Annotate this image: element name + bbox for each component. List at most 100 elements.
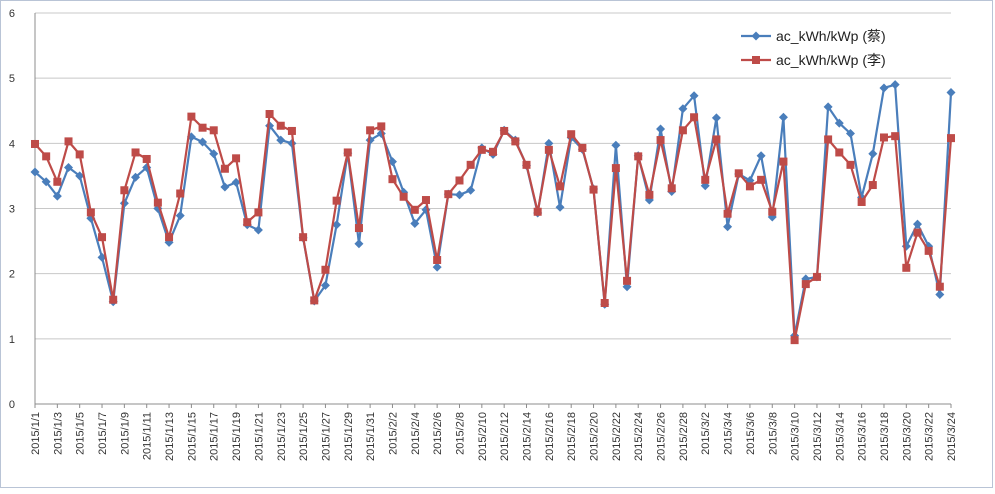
x-tick-label: 2015/1/11 xyxy=(142,412,154,460)
data-point xyxy=(98,233,107,242)
x-tick-label: 2015/1/23 xyxy=(276,412,288,461)
x-tick-label: 2015/2/8 xyxy=(454,412,466,455)
data-point xyxy=(667,184,676,193)
data-point xyxy=(30,167,40,177)
data-point xyxy=(879,133,888,142)
data-point xyxy=(634,152,643,161)
data-point xyxy=(734,169,743,178)
x-tick-label: 2015/1/27 xyxy=(320,412,332,461)
data-point xyxy=(902,263,911,272)
data-point xyxy=(354,239,364,249)
data-point xyxy=(824,135,833,144)
x-tick-label: 2015/1/25 xyxy=(298,412,310,461)
y-tick-label: 4 xyxy=(9,138,15,150)
x-tick-label: 2015/2/26 xyxy=(656,412,668,461)
data-point xyxy=(555,202,565,212)
data-point xyxy=(220,182,230,192)
x-tick-label: 2015/3/18 xyxy=(879,412,891,461)
y-tick-label: 3 xyxy=(9,204,15,216)
data-point xyxy=(645,190,654,199)
data-point xyxy=(53,177,62,186)
data-point xyxy=(42,152,51,161)
x-tick-label: 2015/2/16 xyxy=(544,412,556,461)
data-point xyxy=(321,265,330,274)
data-point xyxy=(567,130,576,139)
data-point xyxy=(834,118,844,128)
data-point xyxy=(299,233,308,242)
data-point xyxy=(845,129,855,139)
data-point xyxy=(846,160,855,169)
data-point xyxy=(388,175,397,184)
data-point xyxy=(757,175,766,184)
data-point xyxy=(466,160,475,169)
x-tick-label: 2015/3/22 xyxy=(924,412,936,461)
y-tick-label: 5 xyxy=(9,73,15,85)
data-point xyxy=(377,122,386,131)
data-point xyxy=(432,262,442,272)
x-tick-label: 2015/2/24 xyxy=(633,412,645,461)
data-point xyxy=(868,149,878,159)
data-point xyxy=(801,280,810,289)
data-point xyxy=(711,113,721,123)
x-tick-label: 2015/3/8 xyxy=(767,412,779,455)
data-point xyxy=(421,196,430,205)
x-tick-label: 2015/1/31 xyxy=(365,412,377,461)
data-point xyxy=(678,126,687,135)
data-point xyxy=(231,177,241,187)
data-point xyxy=(912,219,922,229)
legend-marker xyxy=(751,31,761,41)
data-point xyxy=(891,132,900,141)
data-point xyxy=(778,112,788,122)
data-point xyxy=(410,205,419,214)
x-tick-label: 2015/3/14 xyxy=(834,412,846,461)
data-point xyxy=(477,145,486,154)
x-tick-label: 2015/1/3 xyxy=(52,412,64,455)
data-point xyxy=(209,149,219,159)
data-point xyxy=(823,102,833,112)
x-tick-label: 2015/2/12 xyxy=(499,412,511,461)
data-point xyxy=(466,185,476,195)
x-tick-label: 2015/2/20 xyxy=(589,412,601,461)
data-point xyxy=(723,222,733,232)
data-point xyxy=(723,209,732,218)
data-point xyxy=(41,177,51,187)
data-point xyxy=(745,182,754,191)
data-point xyxy=(276,135,286,145)
data-point xyxy=(220,164,229,173)
data-point xyxy=(768,207,777,216)
y-tick-label: 1 xyxy=(9,334,15,346)
data-point xyxy=(320,280,330,290)
x-tick-label: 2015/2/2 xyxy=(387,412,399,455)
data-point xyxy=(109,295,118,304)
legend-label: ac_kWh/kWp (蔡) xyxy=(776,28,886,44)
x-tick-label: 2015/1/15 xyxy=(186,412,198,461)
x-tick-label: 2015/2/22 xyxy=(611,412,623,461)
data-point xyxy=(254,208,263,217)
data-point xyxy=(689,91,699,101)
y-tick-label: 2 xyxy=(9,269,15,281)
x-tick-label: 2015/3/10 xyxy=(790,412,802,461)
x-tick-label: 2015/1/1 xyxy=(30,412,42,455)
data-point xyxy=(511,137,520,146)
data-point xyxy=(868,181,877,190)
data-point xyxy=(131,148,140,157)
data-point xyxy=(935,290,945,300)
x-tick-label: 2015/3/6 xyxy=(745,412,757,455)
x-tick-label: 2015/1/19 xyxy=(231,412,243,461)
data-point xyxy=(935,282,944,291)
series-line xyxy=(34,83,953,337)
data-point xyxy=(175,211,185,221)
x-tick-label: 2015/2/28 xyxy=(678,412,690,461)
data-point xyxy=(64,137,73,146)
x-tick-label: 2015/3/4 xyxy=(723,412,735,455)
data-point xyxy=(790,336,799,345)
data-point xyxy=(812,272,821,281)
x-tick-label: 2015/1/5 xyxy=(75,412,87,455)
data-point xyxy=(153,198,162,207)
data-point xyxy=(611,164,620,173)
data-point xyxy=(890,80,900,90)
data-point xyxy=(287,126,296,135)
data-point xyxy=(835,148,844,157)
data-point xyxy=(857,197,866,206)
x-tick-label: 2015/1/7 xyxy=(97,412,109,455)
